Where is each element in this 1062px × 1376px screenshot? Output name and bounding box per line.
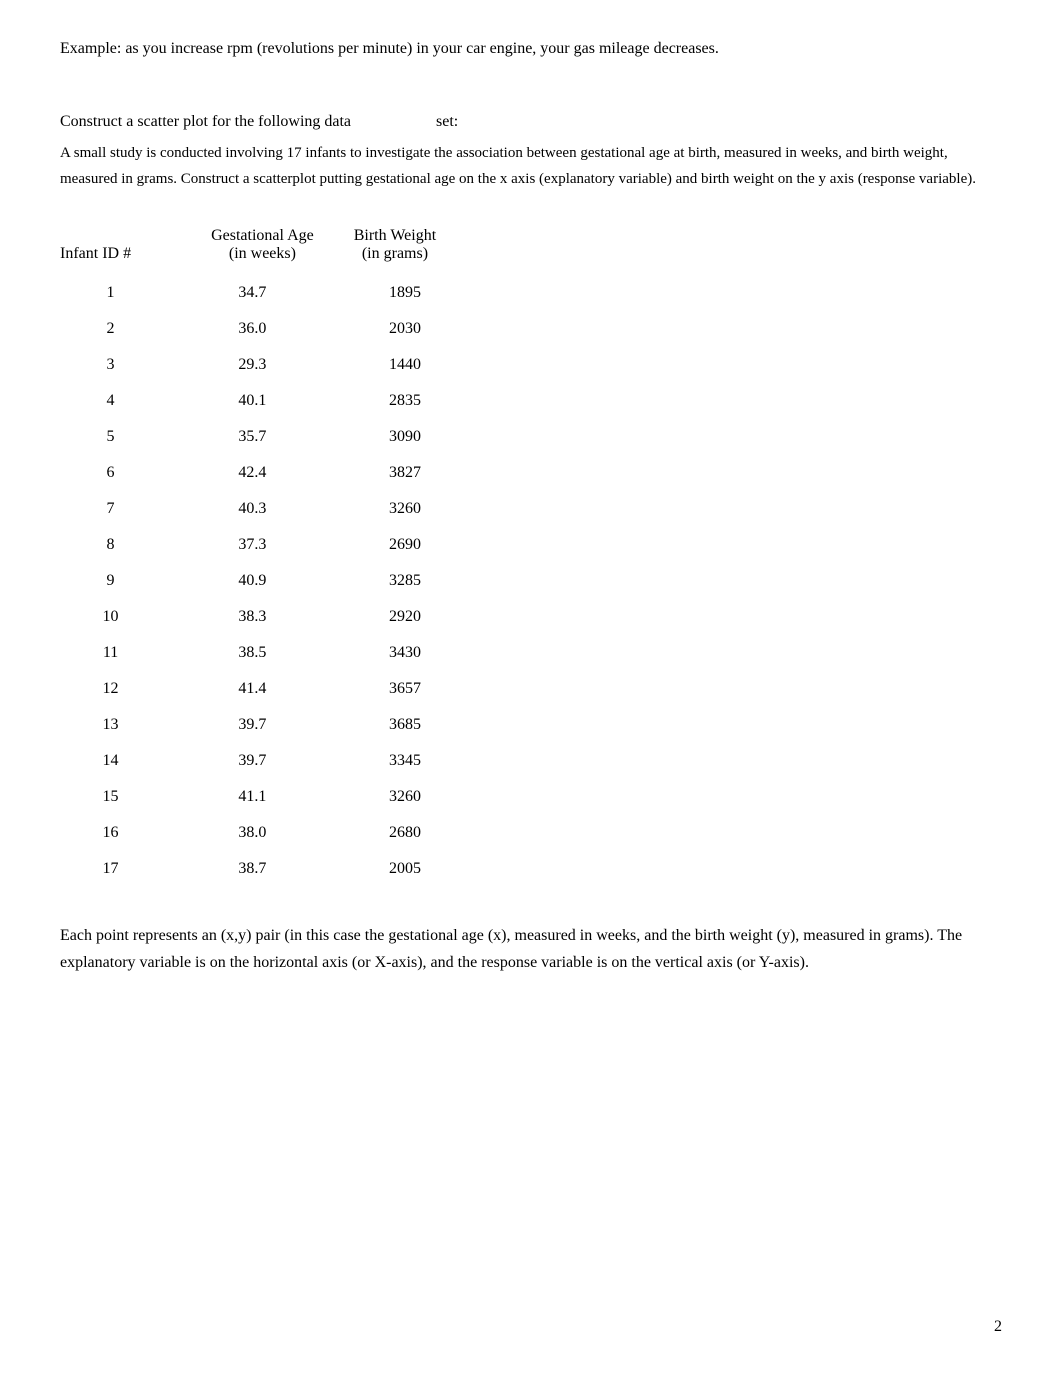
cell-age: 40.3 — [191, 491, 334, 527]
cell-id: 15 — [60, 779, 191, 815]
table-row: 329.31440 — [60, 347, 456, 383]
cell-id: 12 — [60, 671, 191, 707]
cell-age: 39.7 — [191, 707, 334, 743]
table-row: 740.33260 — [60, 491, 456, 527]
table-row: 940.93285 — [60, 563, 456, 599]
cell-weight: 1895 — [334, 275, 456, 311]
cell-id: 16 — [60, 815, 191, 851]
cell-age: 39.7 — [191, 743, 334, 779]
cell-weight: 3657 — [334, 671, 456, 707]
cell-age: 41.1 — [191, 779, 334, 815]
table-row: 1439.73345 — [60, 743, 456, 779]
cell-id: 13 — [60, 707, 191, 743]
cell-id: 14 — [60, 743, 191, 779]
closing-text: Each point represents an (x,y) pair (in … — [60, 922, 1002, 976]
table-row: 1541.13260 — [60, 779, 456, 815]
example-text: Example: as you increase rpm (revolution… — [60, 40, 1002, 58]
cell-age: 38.3 — [191, 599, 334, 635]
cell-age: 38.5 — [191, 635, 334, 671]
cell-id: 7 — [60, 491, 191, 527]
cell-id: 6 — [60, 455, 191, 491]
cell-weight: 2835 — [334, 383, 456, 419]
cell-id: 4 — [60, 383, 191, 419]
cell-weight: 2920 — [334, 599, 456, 635]
table-row: 1241.43657 — [60, 671, 456, 707]
table-row: 1339.73685 — [60, 707, 456, 743]
cell-age: 40.1 — [191, 383, 334, 419]
cell-id: 17 — [60, 851, 191, 887]
instruction-prefix: Construct a scatter plot for the followi… — [60, 113, 351, 130]
table-row: 236.02030 — [60, 311, 456, 347]
cell-age: 42.4 — [191, 455, 334, 491]
cell-id: 2 — [60, 311, 191, 347]
cell-id: 8 — [60, 527, 191, 563]
table-row: 1738.72005 — [60, 851, 456, 887]
cell-age: 40.9 — [191, 563, 334, 599]
table-row: 1038.32920 — [60, 599, 456, 635]
cell-age: 41.4 — [191, 671, 334, 707]
cell-age: 35.7 — [191, 419, 334, 455]
instruction-line: Construct a scatter plot for the followi… — [60, 113, 1002, 131]
table-row: 134.71895 — [60, 275, 456, 311]
cell-weight: 2680 — [334, 815, 456, 851]
cell-weight: 3285 — [334, 563, 456, 599]
cell-age: 38.0 — [191, 815, 334, 851]
cell-age: 38.7 — [191, 851, 334, 887]
cell-age: 34.7 — [191, 275, 334, 311]
table-row: 1138.53430 — [60, 635, 456, 671]
cell-id: 5 — [60, 419, 191, 455]
table-row: 837.32690 — [60, 527, 456, 563]
cell-weight: 3345 — [334, 743, 456, 779]
cell-id: 1 — [60, 275, 191, 311]
cell-weight: 3430 — [334, 635, 456, 671]
cell-age: 36.0 — [191, 311, 334, 347]
cell-weight: 3685 — [334, 707, 456, 743]
table-header-weight: Birth Weight (in grams) — [334, 227, 456, 275]
cell-weight: 2005 — [334, 851, 456, 887]
table-row: 1638.02680 — [60, 815, 456, 851]
cell-weight: 2690 — [334, 527, 456, 563]
study-description: A small study is conducted involving 17 … — [60, 141, 1002, 192]
cell-id: 9 — [60, 563, 191, 599]
table-row: 440.12835 — [60, 383, 456, 419]
cell-id: 10 — [60, 599, 191, 635]
table-row: 535.73090 — [60, 419, 456, 455]
cell-id: 3 — [60, 347, 191, 383]
cell-weight: 3090 — [334, 419, 456, 455]
cell-weight: 1440 — [334, 347, 456, 383]
cell-weight: 2030 — [334, 311, 456, 347]
table-header-age: Gestational Age (in weeks) — [191, 227, 334, 275]
table-row: 642.43827 — [60, 455, 456, 491]
instruction-suffix: set: — [436, 113, 458, 130]
table-header-id: Infant ID # — [60, 227, 191, 275]
cell-weight: 3260 — [334, 491, 456, 527]
cell-age: 29.3 — [191, 347, 334, 383]
cell-weight: 3827 — [334, 455, 456, 491]
cell-id: 11 — [60, 635, 191, 671]
infant-data-table: Infant ID # Gestational Age (in weeks) B… — [60, 227, 456, 887]
page-number: 2 — [994, 1318, 1002, 1336]
cell-weight: 3260 — [334, 779, 456, 815]
cell-age: 37.3 — [191, 527, 334, 563]
